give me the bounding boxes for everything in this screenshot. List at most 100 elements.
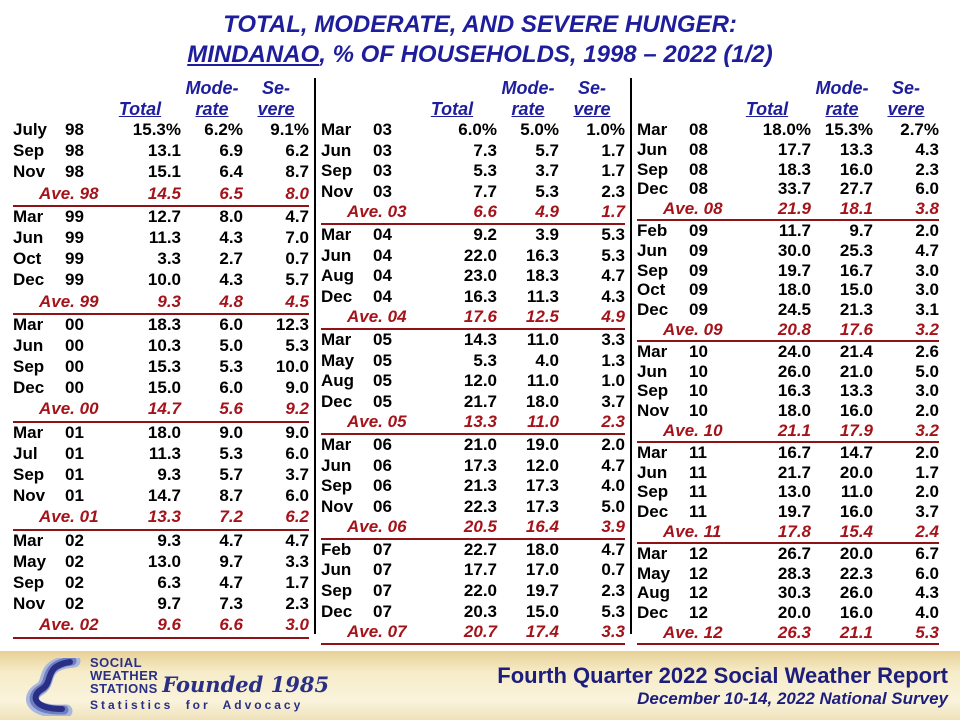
cell-total: 3.3 (157, 249, 181, 269)
table-row: Sep 10 16.3 13.3 3.0 (637, 381, 939, 401)
cell-year: 07 (373, 560, 392, 580)
average-row: Ave. 07 20.7 17.4 3.3 (321, 622, 625, 645)
cell-year: 98 (65, 162, 84, 182)
cell-month: Ave. 98 (39, 183, 99, 203)
cell-severe: 3.0 (915, 381, 939, 401)
cell-total: 14.7 (147, 399, 181, 419)
cell-year: 99 (65, 270, 84, 290)
cell-year: 11 (689, 482, 707, 502)
header-moderate-top: Mode- (501, 78, 555, 98)
cell-total: 10.0 (147, 270, 181, 290)
cell-total: 6.3 (157, 572, 181, 592)
sws-swoosh-icon (26, 657, 81, 716)
cell-month: July (13, 120, 48, 139)
cell-moderate: 3.9 (535, 224, 559, 244)
cell-total: 14.3 (463, 329, 497, 349)
cell-year: 11 (689, 502, 707, 522)
cell-total: 21.0 (463, 434, 497, 454)
cell-moderate: 16.0 (839, 502, 873, 522)
table-row: Sep 09 19.7 16.7 3.0 (637, 261, 939, 281)
header-moderate-bottom: rate (511, 99, 545, 119)
cell-severe: 9.1% (270, 120, 309, 139)
cell-moderate: 15.0 (525, 601, 559, 621)
cell-total: 26.3 (777, 622, 811, 642)
table-row: Jun 04 22.0 16.3 5.3 (321, 246, 625, 267)
cell-severe: 3.7 (601, 391, 625, 411)
cell-total: 14.5 (147, 183, 181, 203)
cell-year: 08 (689, 139, 708, 159)
cell-severe: 2.3 (915, 159, 939, 179)
cell-month: Ave. 01 (39, 507, 99, 527)
table-row: Dec 04 16.3 11.3 4.3 (321, 287, 625, 308)
table-row: Oct 09 18.0 15.0 3.0 (637, 280, 939, 300)
cell-month: Sep (321, 161, 353, 181)
title-line-2: MINDANAO, % OF HOUSEHOLDS, 1998 – 2022 (… (0, 40, 960, 70)
cell-moderate: 17.3 (525, 496, 559, 516)
cell-year: 05 (373, 329, 392, 349)
cell-severe: 8.0 (285, 183, 309, 203)
cell-severe: 1.7 (915, 462, 939, 482)
table-row: Jun 00 10.3 5.0 5.3 (13, 336, 309, 357)
logo-founded-text: Founded 1985 (162, 671, 330, 697)
cell-moderate: 5.3 (219, 357, 243, 377)
cell-total: 22.0 (463, 581, 497, 601)
table-row: Mar 12 26.7 20.0 6.7 (637, 544, 939, 564)
cell-month: Mar (321, 434, 352, 454)
cell-moderate: 18.0 (525, 539, 559, 559)
average-row: Ave. 99 9.3 4.8 4.5 (13, 292, 309, 315)
table-row: Jun 99 11.3 4.3 7.0 (13, 228, 309, 249)
cell-total: 11.7 (778, 220, 811, 240)
cell-severe: 1.7 (285, 572, 309, 592)
cell-total: 18.3 (147, 314, 181, 334)
table-header: Mode- Se- Total rate vere (321, 78, 625, 120)
cell-moderate: 5.6 (219, 399, 243, 419)
header-row-top: Mode- Se- (321, 78, 625, 99)
header-moderate-bottom: rate (825, 99, 859, 119)
table-row: Mar 04 9.2 3.9 5.3 (321, 225, 625, 246)
cell-moderate: 25.3 (839, 240, 873, 260)
logo-tagline: Statistics for Advocacy (90, 697, 304, 712)
cell-total: 17.6 (463, 307, 497, 327)
table-row: Jun 10 26.0 21.0 5.0 (637, 362, 939, 382)
cell-month: Mar (13, 206, 44, 226)
cell-month: Nov (321, 496, 354, 516)
cell-total: 18.0 (777, 280, 811, 300)
cell-month: Jun (13, 335, 44, 355)
cell-severe: 4.0 (915, 603, 939, 623)
cell-year: 12 (689, 583, 708, 603)
cell-year: 11 (689, 442, 707, 462)
cell-total: 24.0 (777, 341, 811, 361)
cell-year: 01 (65, 486, 84, 506)
cell-severe: 3.0 (915, 260, 939, 280)
cell-month: Jun (13, 227, 44, 247)
table-row: Sep 98 13.1 6.9 6.2 (13, 141, 309, 162)
cell-year: 03 (373, 140, 392, 160)
cell-year: 01 (65, 443, 84, 463)
cell-severe: 4.0 (601, 476, 625, 496)
cell-moderate: 4.7 (219, 572, 243, 592)
cell-month: Mar (321, 120, 352, 139)
cell-month: Aug (321, 266, 355, 286)
cell-year: 07 (373, 581, 392, 601)
cell-total: 22.3 (463, 496, 497, 516)
cell-month: Ave. 09 (663, 319, 723, 339)
cell-moderate: 3.7 (535, 161, 559, 181)
cell-severe: 4.9 (601, 307, 625, 327)
cell-severe: 5.3 (601, 245, 625, 265)
table-row: Nov 03 7.7 5.3 2.3 (321, 182, 625, 203)
cell-moderate: 16.0 (839, 401, 873, 421)
cell-severe: 1.0 (601, 371, 625, 391)
cell-total: 19.7 (777, 502, 811, 522)
cell-moderate: 21.0 (839, 361, 873, 381)
table-row: Dec 12 20.0 16.0 4.0 (637, 603, 939, 623)
cell-moderate: 4.0 (535, 350, 559, 370)
header-moderate-top: Mode- (815, 78, 869, 98)
cell-moderate: 4.9 (535, 202, 559, 222)
cell-severe: 5.3 (601, 224, 625, 244)
cell-severe: 3.0 (915, 280, 939, 300)
cell-month: Mar (637, 543, 668, 563)
cell-severe: 3.3 (285, 551, 309, 571)
cell-severe: 3.9 (601, 517, 625, 537)
cell-year: 04 (373, 245, 392, 265)
table-header: Mode- Se- Total rate vere (13, 78, 309, 120)
